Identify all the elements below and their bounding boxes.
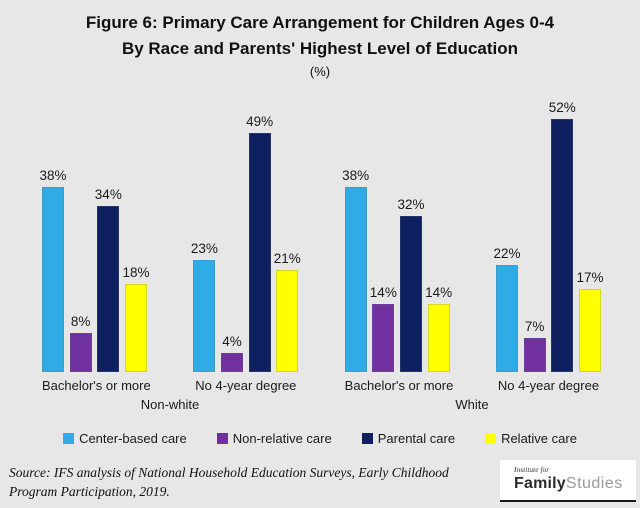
bar-column: 4% xyxy=(220,334,243,372)
bar-column: 8% xyxy=(69,314,92,372)
legend-label: Relative care xyxy=(501,431,577,446)
bar-parental-care-group-0 xyxy=(97,206,120,372)
legend-item-center-based-care: Center-based care xyxy=(63,431,187,446)
plot-area: 38% 8% 34% 18% Bachelor's or more 23% 4% 49% 21%… xyxy=(0,81,640,393)
bar-value-label: 14% xyxy=(369,285,397,300)
legend-swatch-icon xyxy=(63,433,75,444)
bar-group-1: 23% 4% 49% 21% No 4-year degree xyxy=(190,87,301,393)
bar-value-label: 21% xyxy=(273,251,301,266)
category-label-3: No 4-year degree xyxy=(497,378,600,393)
bar-value-label: 17% xyxy=(576,270,604,285)
legend-label: Parental care xyxy=(377,431,456,446)
legend-item-parental-care: Parental care xyxy=(361,431,456,446)
bar-column: 17% xyxy=(576,270,604,372)
ifs-logo-family: Family xyxy=(514,475,566,492)
bar-value-label: 22% xyxy=(493,246,521,261)
bar-value-label: 14% xyxy=(425,285,453,300)
legend-swatch-icon xyxy=(216,433,228,444)
bar-column: 18% xyxy=(122,265,150,372)
bar-value-label: 4% xyxy=(222,334,242,349)
chart-title: Figure 6: Primary Care Arrangement for C… xyxy=(0,0,640,81)
bar-value-label: 52% xyxy=(548,100,576,115)
bar-value-label: 34% xyxy=(94,187,122,202)
bar-group-3-bars: 22% 7% 52% 17% xyxy=(493,87,604,372)
bar-relative-care-group-0 xyxy=(124,284,147,372)
bar-value-label: 23% xyxy=(190,241,218,256)
bar-relative-care-group-2 xyxy=(427,304,450,372)
category-label-1: No 4-year degree xyxy=(195,378,297,393)
category-label-0: Bachelor's or more xyxy=(42,378,151,393)
ifs-logo-studies: Studies xyxy=(565,475,623,492)
source-note-line-1: Source: IFS analysis of National Househo… xyxy=(9,465,449,480)
source-note: Source: IFS analysis of National Househo… xyxy=(9,463,489,501)
chart-legend: Center-based care Non-relative care Parent… xyxy=(0,431,640,446)
bar-value-label: 8% xyxy=(70,314,91,329)
race-axis-labels: Non-white White xyxy=(0,397,640,419)
bar-non-relative-care-group-3 xyxy=(523,338,546,372)
legend-label: Center-based care xyxy=(79,431,187,446)
bar-column: 49% xyxy=(246,114,274,372)
category-label-2: Bachelor's or more xyxy=(344,378,454,393)
race-label-non-white: Non-white xyxy=(140,397,200,412)
bar-column: 7% xyxy=(523,319,546,372)
bar-group-3: 22% 7% 52% 17% No 4-year degree xyxy=(493,87,604,393)
ifs-logo-institute-for: Institute for xyxy=(514,465,550,474)
legend-label: Non-relative care xyxy=(232,431,332,446)
source-note-line-2: Program Participation, 2019. xyxy=(9,484,170,499)
bar-column: 14% xyxy=(425,285,453,372)
bar-relative-care-group-3 xyxy=(578,289,601,372)
bar-non-relative-care-group-0 xyxy=(69,333,92,372)
bar-column: 34% xyxy=(94,187,122,372)
bar-non-relative-care-group-1 xyxy=(220,353,243,372)
chart-title-line-2: By Race and Parents' Highest Level of Ed… xyxy=(121,39,519,58)
bar-group-0-bars: 38% 8% 34% 18% xyxy=(39,87,150,372)
bar-value-label: 38% xyxy=(342,168,370,183)
bar-center-based-care-group-0 xyxy=(42,187,64,372)
legend-swatch-icon xyxy=(485,433,497,444)
bar-column: 22% xyxy=(493,246,521,372)
bar-relative-care-group-1 xyxy=(276,270,299,372)
bar-parental-care-group-3 xyxy=(551,119,574,372)
bar-center-based-care-group-1 xyxy=(193,260,216,372)
bar-group-2-bars: 38% 14% 32% 14% xyxy=(342,87,453,372)
bar-parental-care-group-1 xyxy=(248,133,271,372)
chart-unit-label: (%) xyxy=(309,64,331,79)
bar-column: 23% xyxy=(190,241,218,372)
bar-center-based-care-group-2 xyxy=(344,187,367,372)
legend-item-relative-care: Relative care xyxy=(485,431,577,446)
bar-group-1-bars: 23% 4% 49% 21% xyxy=(190,87,301,372)
bar-column: 14% xyxy=(369,285,397,372)
bar-parental-care-group-2 xyxy=(399,216,422,372)
race-label-white: White xyxy=(455,397,489,412)
ifs-logo: Institute for FamilyStudies xyxy=(500,460,636,502)
bar-column: 21% xyxy=(273,251,301,372)
bar-group-0: 38% 8% 34% 18% Bachelor's or more xyxy=(39,87,151,393)
bar-center-based-care-group-3 xyxy=(495,265,518,372)
bar-non-relative-care-group-2 xyxy=(372,304,395,372)
bar-value-label: 49% xyxy=(246,114,274,129)
bar-column: 38% xyxy=(39,168,67,372)
bar-value-label: 38% xyxy=(39,168,67,183)
bar-column: 32% xyxy=(397,197,425,372)
bar-value-label: 7% xyxy=(524,319,545,334)
legend-item-non-relative-care: Non-relative care xyxy=(216,431,332,446)
legend-swatch-icon xyxy=(361,433,373,444)
chart-title-line-1: Figure 6: Primary Care Arrangement for C… xyxy=(85,13,555,32)
bar-column: 52% xyxy=(548,100,576,372)
bar-value-label: 32% xyxy=(397,197,425,212)
bar-value-label: 18% xyxy=(122,265,150,280)
ifs-logo-family-studies: FamilyStudies xyxy=(514,475,636,492)
bar-column: 38% xyxy=(342,168,370,372)
bar-group-2: 38% 14% 32% 14% Bachelor's or more xyxy=(342,87,454,393)
